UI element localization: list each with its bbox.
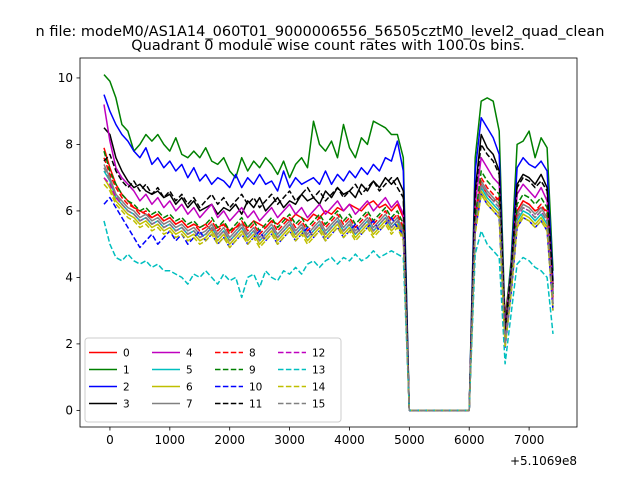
- series-group: [103, 74, 554, 412]
- x-tick-label: 0: [106, 433, 114, 447]
- y-tick-label: 4: [65, 271, 73, 285]
- legend-label-13: 13: [312, 364, 325, 376]
- legend-label-7: 7: [186, 398, 193, 410]
- x-tick-label: 7000: [514, 433, 545, 447]
- legend-label-15: 15: [312, 398, 325, 410]
- y-tick-label: 8: [65, 138, 73, 152]
- legend-label-14: 14: [312, 381, 326, 393]
- axes-frame: [79, 57, 578, 428]
- x-tick-label: 3000: [274, 433, 305, 447]
- legend-label-5: 5: [186, 364, 193, 376]
- series-line-11: [103, 143, 554, 412]
- legend-label-9: 9: [249, 364, 256, 376]
- legend-label-1: 1: [123, 364, 130, 376]
- legend-label-12: 12: [312, 347, 325, 359]
- series-line-1: [103, 74, 554, 412]
- legend-label-3: 3: [123, 398, 130, 410]
- y-tick-label: 10: [58, 71, 73, 85]
- x-axis-offset-label: +5.1069e8: [510, 454, 577, 468]
- plot-area: 0 1000 2000 3000 4000 5000 6000 700002468100123…: [58, 57, 578, 447]
- legend-label-10: 10: [249, 381, 262, 393]
- series-line-4: [103, 104, 554, 412]
- x-tick-label: 1000: [155, 433, 186, 447]
- legend-label-8: 8: [249, 347, 256, 359]
- x-tick-label: 6000: [454, 433, 485, 447]
- series-line-9: [103, 150, 554, 412]
- x-tick-label: 4000: [334, 433, 365, 447]
- legend-label-2: 2: [123, 381, 130, 393]
- y-tick-label: 2: [65, 337, 73, 351]
- x-tick-label: 2000: [214, 433, 245, 447]
- chart-title: Quadrant 0 module wise count rates with …: [131, 38, 525, 54]
- series-line-15: [103, 167, 554, 412]
- y-tick-label: 0: [65, 404, 73, 418]
- legend-frame: [84, 337, 342, 423]
- legend-label-0: 0: [123, 347, 130, 359]
- legend-label-6: 6: [186, 381, 193, 393]
- series-line-2: [103, 94, 554, 412]
- legend-label-11: 11: [249, 398, 262, 410]
- figure-suptitle: n file: modeM0/AS1A14_060T01_9000006556_…: [36, 24, 605, 40]
- series-line-13: [103, 220, 554, 412]
- series-line-14: [103, 183, 554, 412]
- series-line-3: [103, 127, 554, 412]
- y-tick-label: 6: [65, 204, 73, 218]
- legend-label-4: 4: [186, 347, 193, 359]
- x-tick-label: 5000: [394, 433, 425, 447]
